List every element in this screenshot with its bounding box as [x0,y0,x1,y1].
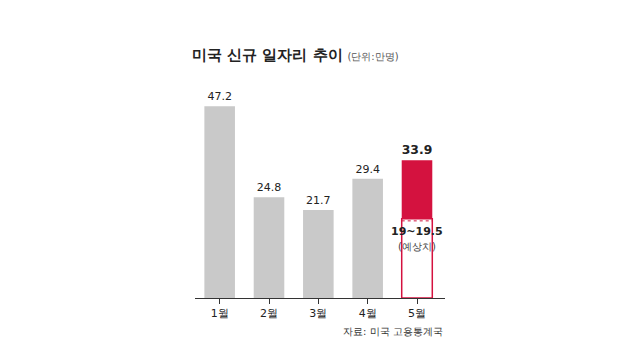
svg-text:33.9: 33.9 [402,142,433,157]
svg-text:5월: 5월 [408,307,426,320]
svg-text:미국 신규 일자리 추이 (단위:만명): 미국 신규 일자리 추이 (단위:만명) [192,46,399,64]
svg-text:1월: 1월 [211,307,229,320]
svg-text:47.2: 47.2 [207,90,232,103]
svg-text:3월: 3월 [309,307,327,320]
svg-text:29.4: 29.4 [355,163,380,176]
svg-text:24.8: 24.8 [257,181,282,194]
svg-text:19~19.5: 19~19.5 [391,225,443,238]
svg-text:2월: 2월 [260,307,278,320]
svg-text:21.7: 21.7 [306,194,331,207]
svg-text:4월: 4월 [359,307,377,320]
svg-text:(예상치): (예상치) [398,241,436,252]
svg-text:자료: 미국 고용통계국: 자료: 미국 고용통계국 [343,326,443,337]
